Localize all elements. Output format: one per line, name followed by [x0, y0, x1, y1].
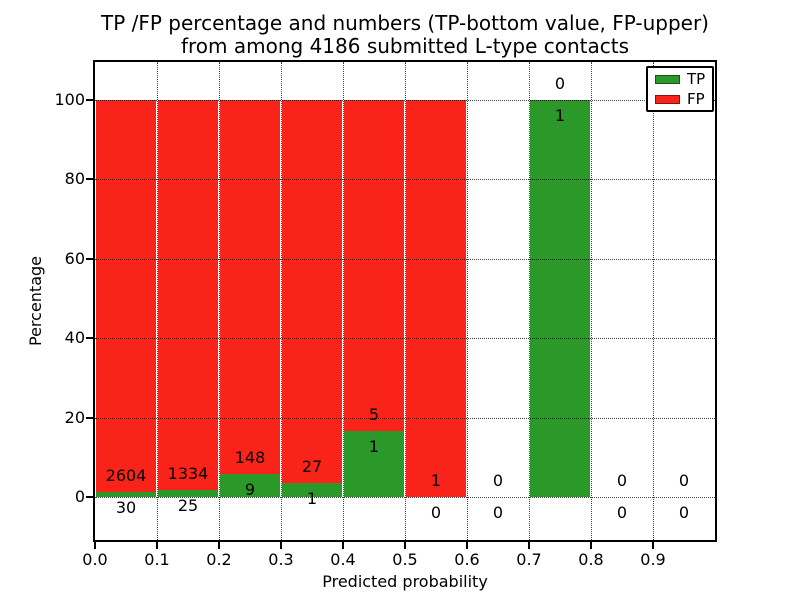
fp-count-annotation: 0 — [616, 471, 628, 490]
fp-count-annotation: 1 — [430, 471, 442, 490]
horizontal-gridline — [95, 100, 715, 101]
x-tick-mark — [94, 542, 96, 549]
y-tick-mark — [86, 337, 93, 340]
y-tick-label: 80 — [64, 169, 85, 189]
horizontal-gridline — [95, 497, 715, 498]
y-tick-mark — [86, 496, 93, 498]
x-tick-label: 0.1 — [144, 550, 170, 569]
x-tick-mark — [404, 542, 406, 549]
vertical-gridline — [343, 62, 344, 540]
x-tick-mark — [156, 542, 158, 549]
legend-row-fp: FP — [655, 89, 712, 108]
tp-bar-segment — [220, 474, 280, 497]
fp-count-annotation: 1334 — [167, 463, 209, 483]
tp-count-annotation: 0 — [616, 503, 628, 522]
tp-count-annotation: 30 — [115, 498, 137, 518]
x-tick-label: 0.9 — [640, 550, 666, 569]
y-tick-label: 100 — [54, 90, 85, 109]
x-axis-label: Predicted probability — [322, 572, 488, 591]
y-tick-mark — [86, 99, 93, 101]
fp-count-annotation: 5 — [368, 404, 380, 424]
tp-count-annotation: 9 — [244, 480, 256, 500]
x-tick-label: 0.5 — [392, 550, 418, 569]
x-tick-label: 0.0 — [82, 550, 108, 569]
y-tick-mark — [86, 257, 93, 260]
x-tick-mark — [590, 542, 592, 549]
x-tick-label: 0.4 — [330, 550, 356, 569]
vertical-gridline — [529, 62, 530, 540]
x-tick-mark — [528, 542, 530, 549]
tp-bar-segment — [96, 492, 156, 497]
x-tick-label: 0.3 — [268, 550, 294, 569]
legend: TP FP — [646, 66, 714, 112]
x-tick-mark — [652, 542, 654, 549]
x-tick-label: 0.2 — [206, 550, 232, 569]
fp-count-annotation: 0 — [678, 471, 690, 490]
vertical-gridline — [219, 62, 220, 540]
y-tick-mark — [86, 178, 93, 181]
horizontal-gridline — [95, 258, 715, 260]
tp-bar-segment — [344, 430, 404, 497]
tp-bar-segment — [158, 489, 218, 497]
vertical-gridline — [653, 62, 654, 540]
tp-count-annotation: 1 — [368, 436, 380, 456]
fp-count-annotation: 2604 — [105, 466, 147, 486]
tp-color-swatch-icon — [655, 74, 680, 84]
fp-count-annotation: 0 — [492, 471, 504, 490]
fp-count-annotation: 0 — [554, 74, 566, 93]
horizontal-gridline — [95, 417, 715, 419]
tp-bar-segment — [530, 100, 590, 497]
vertical-gridline — [405, 62, 406, 540]
vertical-gridline — [281, 62, 282, 540]
fp-bar-segment — [220, 100, 280, 475]
y-axis-label: Percentage — [26, 256, 45, 347]
horizontal-gridline — [95, 179, 715, 181]
vertical-gridline — [157, 62, 158, 540]
tp-count-annotation: 0 — [678, 503, 690, 522]
fp-bar-segment — [158, 100, 218, 490]
plot-frame — [93, 60, 717, 542]
y-tick-mark — [86, 416, 93, 419]
x-tick-label: 0.6 — [454, 550, 480, 569]
legend-row-tp: TP — [655, 69, 712, 88]
tp-count-annotation: 25 — [177, 495, 199, 515]
x-tick-label: 0.7 — [516, 550, 542, 569]
x-tick-label: 0.8 — [578, 550, 604, 569]
vertical-gridline — [591, 62, 592, 540]
tp-count-annotation: 1 — [554, 106, 566, 125]
chart-title-line2: from among 4186 submitted L-type contact… — [180, 34, 630, 58]
fp-color-swatch-icon — [655, 94, 680, 104]
tp-count-annotation: 1 — [306, 488, 318, 508]
fp-bar-segment — [406, 100, 466, 497]
fp-count-annotation: 148 — [234, 448, 266, 468]
legend-label-tp: TP — [687, 69, 706, 88]
x-tick-mark — [280, 542, 282, 549]
y-tick-label: 0 — [74, 487, 85, 506]
x-tick-mark — [218, 542, 220, 549]
y-tick-label: 60 — [64, 248, 85, 268]
tp-count-annotation: 0 — [430, 503, 442, 522]
fp-bar-segment — [96, 100, 156, 493]
legend-label-fp: FP — [687, 89, 705, 108]
x-tick-mark — [342, 542, 344, 549]
tp-count-annotation: 0 — [492, 503, 504, 522]
fp-bar-segment — [344, 100, 404, 431]
vertical-gridline — [467, 62, 468, 540]
chart-title-line1: TP /FP percentage and numbers (TP-bottom… — [101, 11, 709, 35]
y-tick-label: 20 — [64, 407, 85, 427]
tp-bar-segment — [282, 482, 342, 497]
fp-bar-segment — [282, 100, 342, 483]
horizontal-gridline — [95, 338, 715, 340]
y-tick-label: 40 — [64, 328, 85, 348]
x-tick-mark — [466, 542, 468, 549]
fp-count-annotation: 27 — [301, 456, 323, 476]
